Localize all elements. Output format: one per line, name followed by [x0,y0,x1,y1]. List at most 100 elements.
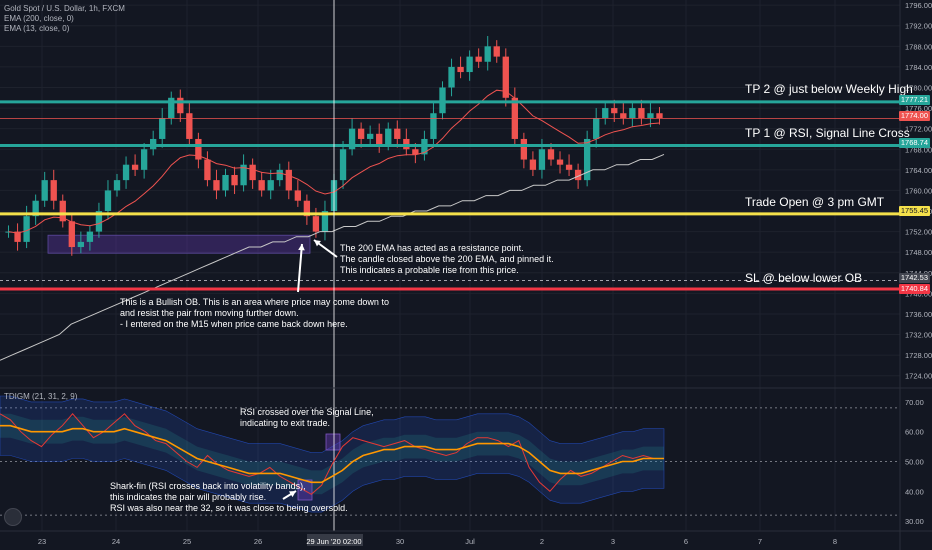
candle-body [68,221,75,248]
candle-body [376,133,383,145]
candle-body [50,180,57,201]
rsi-tick-label: 50.00 [905,457,924,466]
volatility-band-inner [0,413,664,495]
rsi-line [0,413,664,495]
time-tick-label: 26 [254,537,262,546]
candle-body [14,231,21,242]
ob-arrow-head [298,244,305,251]
candle-body [385,128,392,145]
price-tick-label: 1752.00 [905,228,932,237]
candle-body [177,97,184,114]
candle-body [430,113,437,139]
candle-body [41,180,48,201]
price-tick-label: 1728.00 [905,351,932,360]
candle-body [602,108,609,119]
candle-body [195,138,202,160]
candle-body [23,216,30,242]
rsi-tick-label: 60.00 [905,428,924,437]
sharkfin-arrow-head [289,491,296,498]
candle-body [339,149,347,181]
candle-body [348,128,356,150]
symbol-title: Gold Spot / U.S. Dollar, 1h, FXCM [4,4,125,13]
indicator-title: TDIGM (21, 31, 2, 9) [4,392,78,401]
candle-body [367,133,374,139]
candle-body [159,118,166,139]
volatility-band-outer [0,395,665,513]
candle-body [312,216,320,232]
time-tick-label: 23 [38,537,46,546]
candle-body [113,180,121,191]
price-tag-tp1: 1768.74 [898,138,930,148]
candle-body [611,108,618,114]
candle-body [249,164,256,181]
sl-label: SL @ below lower OB [745,271,863,285]
candle-body [321,211,329,232]
price-tag-lower: 1740.84 [898,284,930,294]
chart-legend: Gold Spot / U.S. Dollar, 1h, FXCM EMA (2… [4,4,125,34]
candle-body [629,108,636,119]
candle-body [538,149,546,170]
candle-body [104,190,112,212]
candle-body [122,164,130,181]
price-tick-label: 1764.00 [905,166,932,175]
candle-body [294,190,301,201]
time-tick-label: Jul [465,537,475,546]
annotation-arrows [282,239,338,500]
candle-body [583,138,591,181]
price-tag-tp2: 1777.21 [898,95,930,105]
candle-body [412,149,419,155]
candle-body [593,118,600,139]
tp1-label: TP 1 @ RSI, Signal Line Cross [745,126,910,140]
price-tag-sl: 1742.53 [898,273,930,283]
candle-body [620,113,627,119]
candle-body [140,149,148,170]
price-tick-label: 1792.00 [905,22,932,31]
time-tick-label: 8 [833,537,837,546]
horizontal-levels [0,0,900,531]
time-tick-label: 30 [396,537,404,546]
candle-body [466,56,473,73]
candle-body [457,66,464,73]
price-tick-label: 1772.00 [905,125,932,134]
price-tick-label: 1796.00 [905,1,932,10]
tradingview-logo-icon[interactable] [4,508,22,526]
rsi-cross-annotation: RSI crossed over the Signal Line, indica… [240,407,374,428]
price-tick-label: 1768.00 [905,145,932,154]
candle-body [547,149,555,160]
candle-body [638,108,645,119]
candle-body [285,169,292,191]
candle-body [656,113,663,119]
candle-body [186,113,193,139]
candle-body [647,113,654,119]
price-tick-label: 1776.00 [905,104,932,113]
price-tick-label: 1748.00 [905,248,932,257]
tp2-label: TP 2 @ just below Weekly High [745,82,913,96]
candle-body [529,159,537,170]
time-tick-label: 2 [540,537,544,546]
price-tag-current: 1774.00 [898,111,930,121]
candle-body [276,169,283,181]
candle-body [86,231,94,242]
candle-body [565,164,573,170]
price-tick-label: 1784.00 [905,63,932,72]
grid [0,0,900,531]
time-tick-label: 25 [183,537,191,546]
ob-arrow [297,243,303,293]
ema-arrow-head [314,240,321,247]
candle-body [574,169,582,181]
rsi-cross-marker [325,433,341,451]
candle-body [448,66,455,88]
rsi-tick-label: 70.00 [905,398,924,407]
ema13-legend: EMA (13, close, 0) [4,24,70,33]
rsi-tick-label: 40.00 [905,487,924,496]
price-tag-trade-open: 1755.45 [898,206,930,216]
price-tick-label: 1736.00 [905,310,932,319]
rsi-lines [0,413,664,495]
time-tick-label: 6 [684,537,688,546]
candle-body [556,159,564,165]
candle-body [394,128,401,139]
candle-body [502,56,509,98]
candle-body [204,159,211,181]
